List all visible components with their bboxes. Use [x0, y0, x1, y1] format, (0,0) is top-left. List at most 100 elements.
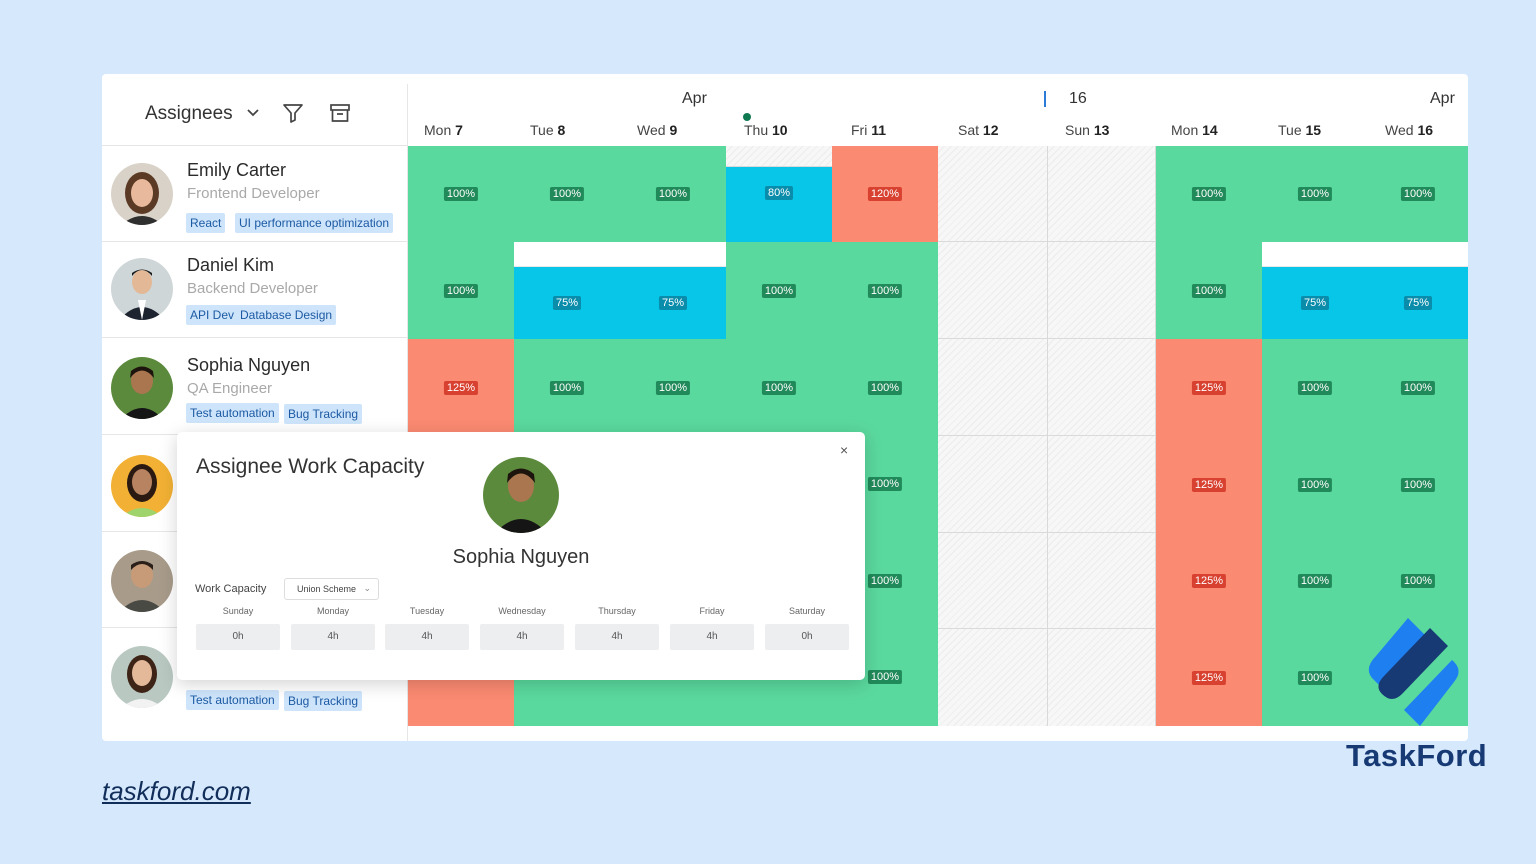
capacity-cell[interactable]: 100% — [1156, 146, 1262, 242]
capacity-badge: 80% — [764, 186, 794, 200]
panel-divider[interactable] — [407, 84, 408, 741]
assignee-name: Daniel Kim — [187, 255, 275, 275]
capacity-cell[interactable]: 75% — [1262, 267, 1368, 339]
capacity-cell[interactable]: 100% — [514, 339, 620, 436]
skill-tag: React — [186, 213, 226, 233]
capacity-cell[interactable]: 100% — [1368, 339, 1468, 436]
day-header: Wed 16 — [1385, 122, 1434, 138]
weekend-cell — [1048, 533, 1156, 629]
capacity-badge: 75% — [1403, 296, 1433, 310]
hours-input[interactable]: 0h — [765, 624, 849, 650]
capacity-cell[interactable]: 100% — [1262, 146, 1368, 242]
capacity-badge: 100% — [1297, 477, 1333, 492]
assignee-row[interactable]: Test automation Bug Tracking — [102, 629, 407, 725]
weekend-cell — [938, 629, 1048, 726]
hours-input[interactable]: 4h — [385, 624, 469, 650]
capacity-cell[interactable]: 125% — [1156, 629, 1262, 726]
capacity-cell[interactable]: 100% — [620, 146, 726, 242]
capacity-badge: 100% — [867, 283, 903, 298]
capacity-badge: 100% — [1297, 670, 1333, 685]
capacity-cell[interactable]: 100% — [1368, 533, 1468, 629]
capacity-badge: 125% — [1191, 380, 1227, 395]
skill-tag: Bug Tracking — [284, 691, 363, 711]
hours-input[interactable]: 0h — [196, 624, 280, 650]
scheme-value: Union Scheme — [297, 584, 357, 594]
free-slot — [514, 242, 726, 267]
assignee-row[interactable]: Emily Carter Frontend Developer React UI… — [102, 146, 407, 242]
avatar — [111, 550, 173, 612]
weekday-label: Friday — [699, 606, 725, 616]
capacity-badge: 100% — [1400, 187, 1436, 201]
filter-icon[interactable] — [282, 102, 304, 124]
capacity-badge: 100% — [443, 187, 479, 201]
capacity-cell[interactable]: 100% — [408, 146, 514, 242]
capacity-cell[interactable]: 100% — [1262, 436, 1368, 533]
day-header: Thu 10 — [744, 122, 788, 138]
capacity-badge: 75% — [552, 296, 582, 310]
weekend-cell — [938, 339, 1048, 436]
capacity-badge: 100% — [1297, 574, 1333, 588]
capacity-badge: 100% — [761, 283, 797, 298]
site-link[interactable]: taskford.com — [102, 776, 251, 806]
capacity-badge: 120% — [867, 187, 903, 201]
capacity-cell[interactable]: 100% — [1156, 242, 1262, 339]
weekend-cell — [1048, 339, 1156, 436]
capacity-cell[interactable]: 100% — [514, 146, 620, 242]
capacity-cell[interactable]: 100% — [1262, 629, 1368, 726]
capacity-cell[interactable]: 100% — [620, 339, 726, 436]
capacity-badge: 100% — [867, 380, 903, 395]
capacity-cell[interactable]: 100% — [1368, 146, 1468, 242]
day-header: Tue 8 — [530, 122, 566, 138]
hours-input[interactable]: 4h — [480, 624, 564, 650]
capacity-cell[interactable]: 125% — [1156, 436, 1262, 533]
weekday-label: Wednesday — [498, 606, 546, 616]
capacity-cell[interactable]: 125% — [1156, 339, 1262, 436]
assignee-name: Sophia Nguyen — [452, 546, 590, 568]
capacity-badge: 100% — [1191, 187, 1227, 201]
capacity-cell[interactable]: 100% — [726, 242, 832, 339]
assignee-row[interactable]: Sophia Nguyen QA Engineer Test automatio… — [102, 339, 407, 435]
assignee-row[interactable]: Daniel Kim Backend Developer API Dev Dat… — [102, 242, 407, 338]
capacity-cell[interactable]: 100% — [726, 339, 832, 436]
today-indicator — [743, 113, 751, 121]
capacity-badge: 100% — [1297, 187, 1333, 201]
capacity-cell[interactable]: 100% — [832, 242, 938, 339]
close-icon[interactable]: × — [840, 442, 849, 458]
weekend-cell — [1048, 436, 1156, 533]
taskford-logo-icon — [1368, 618, 1459, 726]
capacity-cell[interactable]: 100% — [408, 242, 514, 339]
weekend-cell — [938, 242, 1048, 339]
hours-input[interactable]: 4h — [575, 624, 659, 650]
capacity-cell[interactable]: 120% — [832, 146, 938, 242]
assignee-header: Assignees — [102, 74, 407, 146]
weekday-label: Thursday — [598, 606, 636, 616]
capacity-cell[interactable]: 75% — [514, 267, 620, 339]
skill-tag: Database Design — [236, 305, 337, 325]
weekend-cell — [938, 146, 1048, 242]
capacity-cell[interactable]: 100% — [1262, 533, 1368, 629]
hours-input[interactable]: 4h — [291, 624, 375, 650]
month-label: Apr — [682, 90, 707, 107]
capacity-cell[interactable]: 80% — [726, 167, 832, 242]
assignee-name: Sophia Nguyen — [187, 355, 311, 375]
capacity-cell[interactable]: 75% — [1368, 267, 1468, 339]
hours-input[interactable]: 4h — [670, 624, 754, 650]
capacity-cell[interactable]: 125% — [408, 339, 514, 436]
capacity-cell[interactable]: 100% — [1368, 436, 1468, 533]
chevron-down-icon: ⌄ — [363, 583, 371, 593]
day-header: Wed 9 — [637, 122, 678, 138]
assignees-dropdown[interactable]: Assignees — [145, 103, 233, 124]
work-capacity-label: Work Capacity — [195, 583, 267, 595]
capacity-badge: 100% — [1400, 477, 1436, 492]
chevron-down-icon[interactable] — [245, 104, 261, 120]
capacity-cell[interactable]: 100% — [832, 339, 938, 436]
capacity-cell[interactable]: 100% — [1262, 339, 1368, 436]
day-header: Sun 13 — [1065, 122, 1110, 138]
scheme-select[interactable]: Union Scheme ⌄ — [284, 578, 379, 600]
capacity-cell[interactable]: 75% — [620, 267, 726, 339]
weekend-cell — [938, 533, 1048, 629]
skill-tag: Test automation — [186, 403, 279, 423]
archive-icon[interactable] — [329, 102, 351, 124]
capacity-cell[interactable]: 125% — [1156, 533, 1262, 629]
assignee-row[interactable] — [102, 436, 407, 532]
